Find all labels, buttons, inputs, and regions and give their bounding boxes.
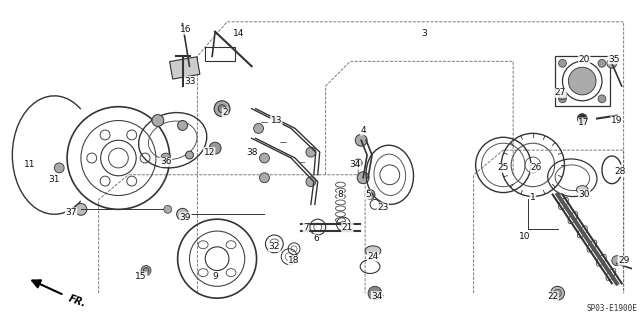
Circle shape xyxy=(612,256,621,266)
Text: 30: 30 xyxy=(579,190,590,199)
Text: 36: 36 xyxy=(160,158,172,167)
Text: 21: 21 xyxy=(342,223,353,232)
Text: 31: 31 xyxy=(49,175,60,184)
Circle shape xyxy=(260,173,269,183)
Text: 25: 25 xyxy=(497,163,509,172)
Circle shape xyxy=(550,286,564,300)
Circle shape xyxy=(141,266,151,275)
Text: 18: 18 xyxy=(289,256,300,265)
Circle shape xyxy=(559,95,566,103)
Text: 14: 14 xyxy=(233,29,244,38)
Text: 7: 7 xyxy=(303,223,308,232)
Circle shape xyxy=(559,59,566,67)
Circle shape xyxy=(577,114,587,123)
Circle shape xyxy=(54,163,64,173)
Text: 39: 39 xyxy=(180,213,191,222)
Text: 33: 33 xyxy=(185,77,196,85)
Text: 32: 32 xyxy=(269,242,280,251)
Text: 24: 24 xyxy=(367,252,379,261)
Circle shape xyxy=(253,123,264,133)
Bar xyxy=(170,57,200,79)
Text: 26: 26 xyxy=(530,163,541,172)
Text: 37: 37 xyxy=(65,208,77,217)
Text: 6: 6 xyxy=(313,234,319,243)
Text: 29: 29 xyxy=(618,256,629,265)
Text: FR.: FR. xyxy=(67,293,88,309)
Circle shape xyxy=(260,153,269,163)
Circle shape xyxy=(164,205,172,213)
Circle shape xyxy=(306,147,316,157)
Text: 8: 8 xyxy=(337,190,343,199)
Text: 27: 27 xyxy=(555,88,566,97)
Circle shape xyxy=(161,153,171,163)
Text: 38: 38 xyxy=(246,148,257,157)
Text: SP03-E1900E: SP03-E1900E xyxy=(586,303,637,313)
Text: 34: 34 xyxy=(371,292,383,301)
Circle shape xyxy=(177,208,189,220)
Ellipse shape xyxy=(576,186,588,194)
Circle shape xyxy=(152,115,164,126)
Ellipse shape xyxy=(365,246,381,256)
Circle shape xyxy=(598,95,606,103)
Text: 17: 17 xyxy=(579,118,590,127)
Circle shape xyxy=(357,172,369,184)
Circle shape xyxy=(75,204,87,215)
Circle shape xyxy=(568,67,596,95)
Circle shape xyxy=(355,159,362,167)
Circle shape xyxy=(218,105,226,113)
Bar xyxy=(205,47,235,61)
Circle shape xyxy=(607,58,617,68)
Text: 28: 28 xyxy=(614,167,625,176)
Circle shape xyxy=(178,121,188,130)
Text: 4: 4 xyxy=(360,126,366,135)
Text: 23: 23 xyxy=(377,203,388,212)
Text: 35: 35 xyxy=(608,55,620,64)
Text: 22: 22 xyxy=(547,292,558,301)
Circle shape xyxy=(306,177,316,187)
Text: 15: 15 xyxy=(136,272,147,281)
Text: 2: 2 xyxy=(222,108,228,117)
Text: 12: 12 xyxy=(204,148,215,157)
Text: 20: 20 xyxy=(579,55,590,64)
Text: 5: 5 xyxy=(365,190,371,199)
Circle shape xyxy=(143,268,149,273)
Text: 3: 3 xyxy=(422,29,428,38)
Circle shape xyxy=(209,142,221,154)
Circle shape xyxy=(368,286,382,300)
Text: 19: 19 xyxy=(611,116,623,125)
Circle shape xyxy=(355,134,367,146)
Circle shape xyxy=(598,59,606,67)
Circle shape xyxy=(365,189,375,199)
Text: 16: 16 xyxy=(180,25,191,34)
Text: 10: 10 xyxy=(519,233,531,241)
Text: 34: 34 xyxy=(349,160,361,169)
Text: 1: 1 xyxy=(530,193,536,202)
Circle shape xyxy=(554,289,561,297)
Circle shape xyxy=(186,151,193,159)
Circle shape xyxy=(214,101,230,116)
Text: 9: 9 xyxy=(212,272,218,281)
Bar xyxy=(555,56,610,106)
Text: 13: 13 xyxy=(271,116,282,125)
Circle shape xyxy=(559,92,566,100)
Text: 11: 11 xyxy=(24,160,35,169)
